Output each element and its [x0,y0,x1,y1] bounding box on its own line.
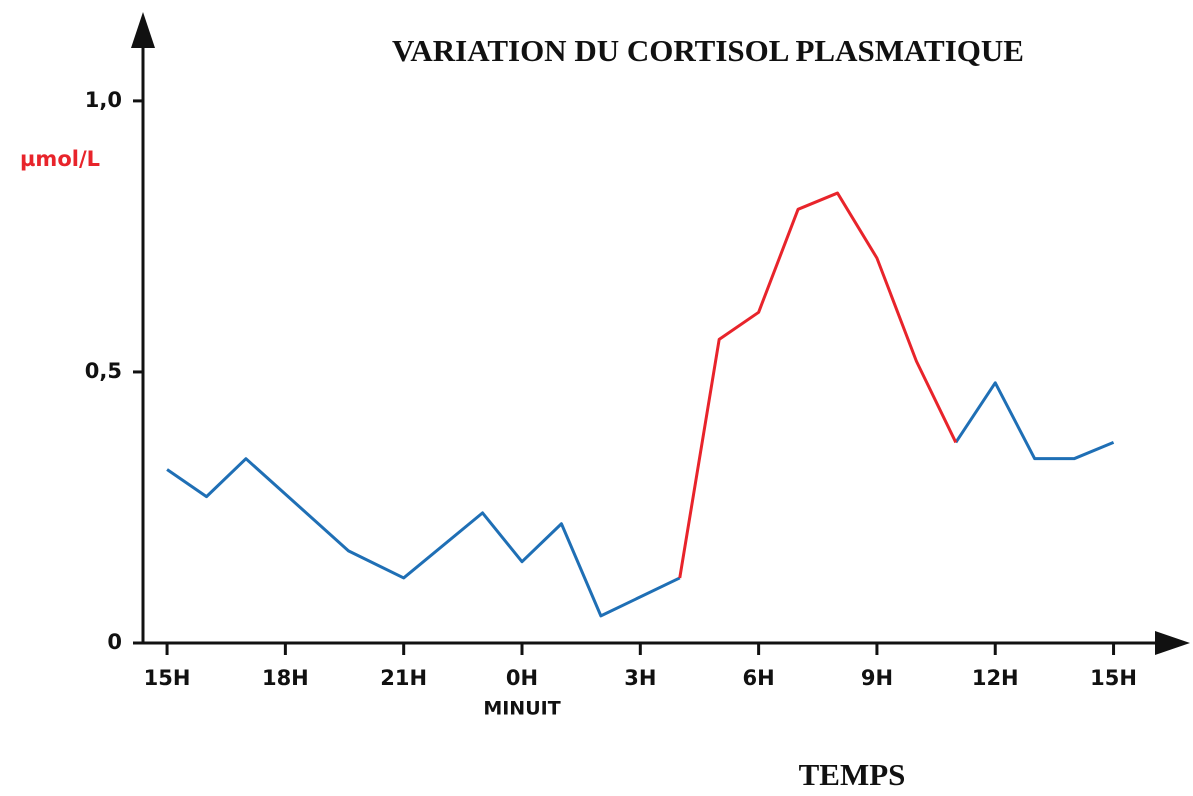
x-tick-label: 15H [1090,666,1137,690]
y-axis-arrow [131,12,155,48]
line-series [166,381,1115,618]
annotation: MINUIT [483,698,560,720]
x-tick-label: 6H [743,666,775,690]
y-axis-label: µmol/L [20,147,100,171]
x-axis-label: TEMPS [799,757,906,792]
x-axis-arrow [1155,631,1190,655]
x-tick-label: 0H [506,666,538,690]
y-tick-label: 1,0 [85,88,122,112]
x-tick-label: 9H [861,666,893,690]
x-tick-label: 18H [262,666,309,690]
chart-title: VARIATION DU CORTISOL PLASMATIQUE [392,33,1024,68]
x-tick-label: 3H [624,666,656,690]
x-tick-label: 12H [972,666,1019,690]
line-series [678,191,958,579]
y-tick-label: 0 [107,630,122,654]
x-tick-label: 21H [380,666,427,690]
x-tick-label: 15H [144,666,191,690]
y-tick-label: 0,5 [85,359,122,383]
